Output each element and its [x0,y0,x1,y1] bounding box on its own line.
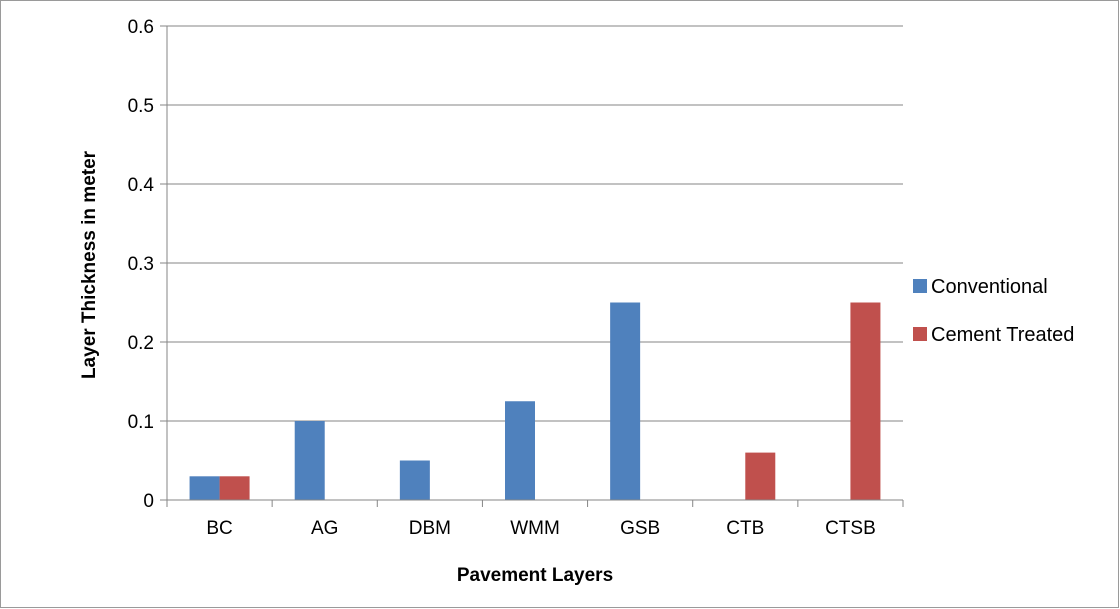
x-tick-label: CTSB [825,518,876,539]
x-tick-labels: BC AG DBM WMM GSB CTB CTSB [206,518,875,539]
y-tick-label: 0 [143,491,154,512]
bar-conventional-bc [189,476,220,500]
y-tick-label: 0.5 [128,96,154,117]
y-tick-label: 0.6 [128,17,154,38]
bar-conventional-wmm [505,401,535,500]
axes [160,25,904,507]
x-tick-label: DBM [409,518,451,539]
grid-lines [167,25,903,422]
bars [189,302,881,500]
bar-conventional-gsb [610,302,641,500]
bar-conventional-dbm [399,460,430,500]
x-tick-label: GSB [620,518,660,539]
y-tick-label: 0.3 [128,254,154,275]
bar-cement-treated-ctb [745,452,776,500]
legend-label-cement-treated: Cement Treated [931,324,1074,346]
x-axis-title: Pavement Layers [457,565,613,586]
bar-cement-treated-ctsb [850,302,881,500]
y-tick-labels: 0 0.1 0.2 0.3 0.4 0.5 0.6 [128,17,155,512]
bar-conventional-ag [294,421,325,500]
legend-label-conventional: Conventional [931,276,1048,298]
bar-cement-treated-bc [219,476,250,500]
y-axis-title: Layer Thickness in meter [79,150,100,379]
x-tick-label: WMM [510,518,560,539]
legend: Conventional Cement Treated [913,276,1074,346]
x-tick-label: CTB [726,518,764,539]
y-tick-label: 0.2 [128,333,154,354]
legend-swatch-conventional [913,279,927,293]
legend-swatch-cement-treated [913,327,927,341]
x-tick-label: AG [311,518,338,539]
x-tick-label: BC [206,518,232,539]
y-tick-label: 0.1 [128,412,154,433]
y-tick-label: 0.4 [128,175,155,196]
